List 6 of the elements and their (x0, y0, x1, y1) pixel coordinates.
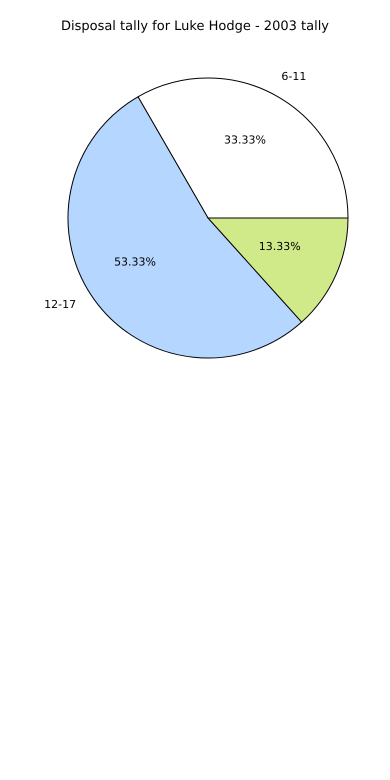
chart-title: Disposal tally for Luke Hodge - 2003 tally (60, 19, 330, 34)
slice-label: 6-11 (281, 70, 306, 84)
data-label: 53.33% (114, 255, 156, 268)
data-label: 33.33% (224, 133, 266, 146)
data-label: 13.33% (258, 240, 301, 254)
slice-label: 12-17 (44, 298, 76, 312)
